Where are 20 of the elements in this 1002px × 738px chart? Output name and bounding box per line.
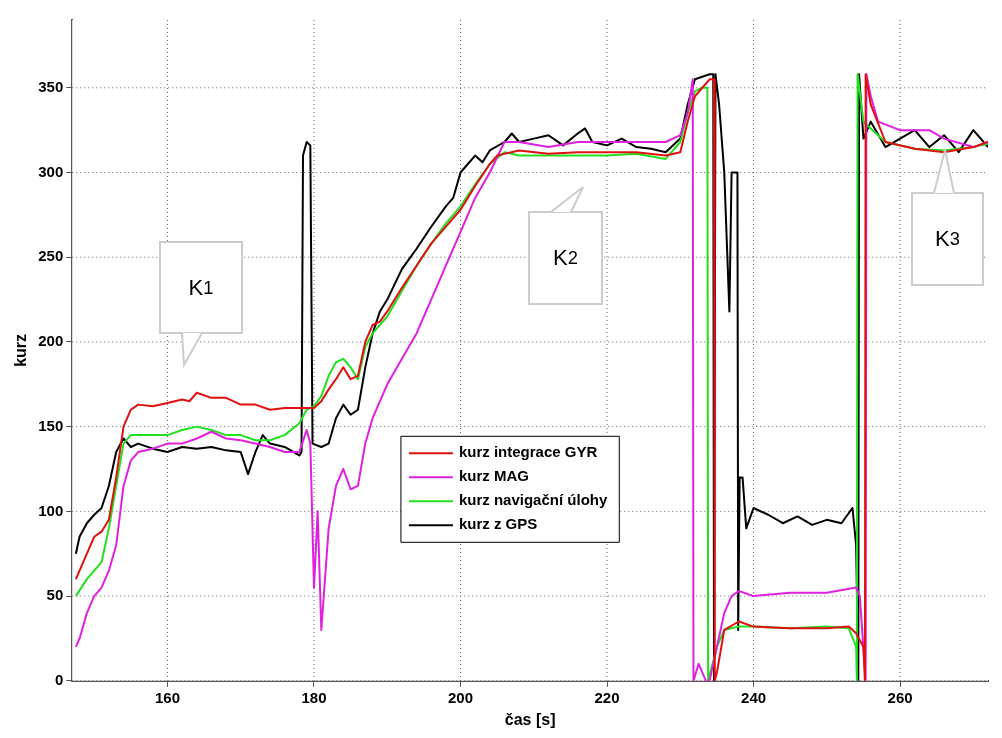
- y-tick-label: 350: [38, 77, 64, 95]
- y-tick-label: 300: [38, 162, 64, 180]
- x-tick-label: 240: [741, 688, 767, 706]
- x-tick-label: 260: [887, 688, 913, 706]
- legend-label: kurz navigační úlohy: [458, 491, 608, 509]
- x-tick-label: 180: [301, 688, 327, 706]
- legend-label: kurz z GPS: [458, 515, 538, 533]
- x-tick-label: 160: [154, 688, 180, 706]
- y-tick-label: 250: [38, 247, 64, 265]
- y-tick-label: 0: [54, 670, 64, 688]
- y-tick-label: 150: [38, 416, 64, 434]
- legend-label: kurz integrace GYR: [458, 443, 598, 461]
- y-tick-label: 200: [38, 332, 64, 350]
- legend-label: kurz MAG: [458, 467, 529, 485]
- y-tick-label: 50: [46, 586, 64, 604]
- y-tick-label: 100: [38, 501, 64, 519]
- x-axis-title: čas [s]: [504, 710, 556, 728]
- y-axis-title: kurz: [12, 333, 30, 367]
- x-tick-label: 220: [594, 688, 620, 706]
- x-tick-label: 200: [448, 688, 474, 706]
